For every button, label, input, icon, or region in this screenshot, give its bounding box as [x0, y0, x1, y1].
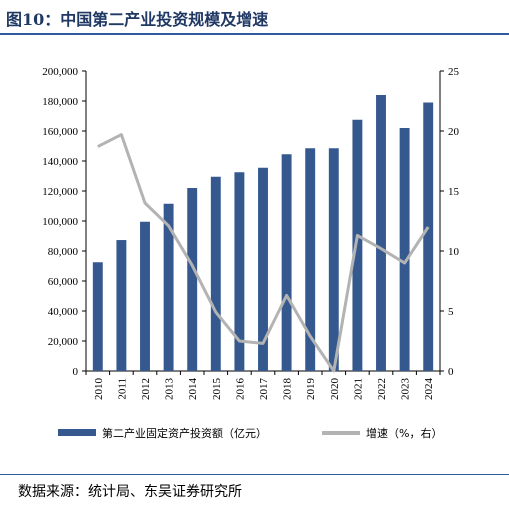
x-tick-label: 2024	[423, 378, 435, 401]
legend-label-bar: 第二产业固定资产投资额（亿元）	[102, 426, 267, 440]
y-right-tick-label: 25	[448, 66, 460, 78]
y-left-tick-label: 20,000	[48, 336, 79, 348]
bar	[258, 167, 268, 371]
chart-axes: 0 20,000 40,000 60,000 80,000 100,000 120,000 1…	[42, 66, 459, 400]
bar	[305, 148, 316, 371]
y-left-tick-label: 180,000	[42, 96, 78, 108]
y-right-tick-label: 0	[448, 366, 454, 378]
bar	[92, 262, 103, 371]
x-tick-label: 2020	[329, 378, 341, 401]
x-tick-label: 2018	[282, 378, 294, 401]
x-tick-label: 2010	[93, 378, 105, 401]
bar	[399, 128, 410, 371]
y-left-tick-label: 140,000	[42, 156, 78, 168]
bar	[352, 119, 363, 371]
x-tick-label: 2019	[305, 378, 317, 401]
x-tick-label: 2021	[352, 378, 364, 400]
bar	[163, 203, 174, 371]
legend-swatch-bar	[58, 429, 96, 436]
bar	[116, 240, 127, 371]
bar	[423, 102, 434, 371]
x-tick-label: 2012	[140, 378, 152, 400]
bar	[140, 221, 150, 371]
bar	[376, 95, 386, 371]
y-left-tick-label: 0	[73, 366, 79, 378]
title-bar: 图10：中国第二产业投资规模及增速	[0, 0, 509, 34]
x-tick-label: 2015	[211, 378, 223, 401]
y-left-tick-label: 80,000	[48, 246, 79, 258]
bar	[234, 172, 245, 371]
y-right-tick-label: 10	[448, 246, 460, 258]
bar-series	[92, 95, 434, 371]
bar	[210, 176, 221, 371]
title-divider	[0, 33, 509, 35]
y-left-tick-label: 100,000	[42, 216, 78, 228]
y-right-tick-label: 15	[448, 186, 460, 198]
y-right-tick-label: 5	[448, 306, 454, 318]
x-tick-label: 2022	[376, 378, 388, 400]
y-right-tick-label: 20	[448, 126, 460, 138]
x-tick-label: 2013	[164, 378, 176, 401]
chart: 0 20,000 40,000 60,000 80,000 100,000 120,000 1…	[42, 66, 459, 440]
source-note: 数据来源：统计局、东吴证券研究所	[18, 484, 242, 500]
y-left-tick-label: 40,000	[48, 306, 79, 318]
x-tick-label: 2011	[116, 378, 128, 400]
x-tick-label: 2014	[187, 378, 199, 401]
x-tick-label: 2023	[400, 378, 412, 401]
line-series	[97, 133, 430, 373]
y-left-tick-label: 60,000	[48, 276, 79, 288]
chart-legend: 第二产业固定资产投资额（亿元） 增速（%，右）	[58, 426, 442, 440]
page-title: 图10：中国第二产业投资规模及增速	[6, 10, 269, 29]
x-tick-label: 2017	[258, 378, 270, 401]
bar	[328, 148, 339, 371]
legend-label-line: 增速（%，右）	[366, 426, 442, 440]
y-left-tick-label: 160,000	[42, 126, 78, 138]
y-left-tick-label: 200,000	[42, 66, 78, 78]
x-tick-label: 2016	[234, 378, 246, 401]
source-divider	[0, 474, 509, 475]
bar	[187, 188, 198, 371]
y-left-tick-label: 120,000	[42, 186, 78, 198]
bar	[281, 154, 292, 371]
